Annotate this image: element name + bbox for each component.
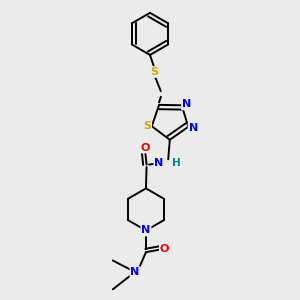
Text: O: O xyxy=(160,244,169,254)
Text: H: H xyxy=(172,158,181,168)
Text: N: N xyxy=(130,267,140,277)
Text: N: N xyxy=(182,99,191,109)
Text: N: N xyxy=(154,158,164,168)
Text: S: S xyxy=(143,121,151,131)
Text: N: N xyxy=(189,123,198,133)
Text: S: S xyxy=(151,67,159,77)
Text: O: O xyxy=(140,142,150,152)
Text: N: N xyxy=(141,226,151,236)
